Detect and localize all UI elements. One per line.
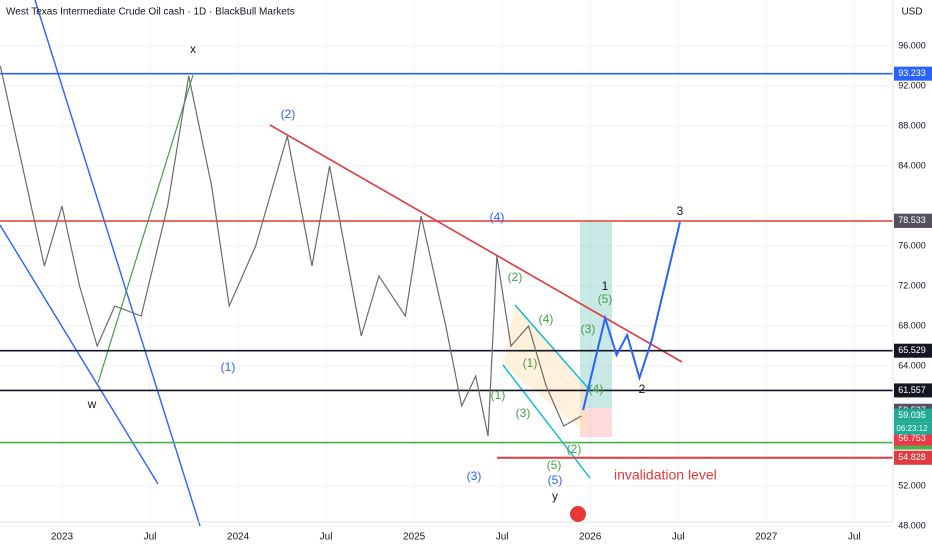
x-tick-label: Jul	[672, 532, 685, 543]
event-icon[interactable]	[570, 506, 586, 522]
x-tick-label: 2023	[51, 532, 74, 543]
wave-label: 3	[677, 204, 684, 218]
x-tick-label: 2024	[227, 532, 250, 543]
wave-label: (4)	[490, 210, 505, 224]
x-tick-label: 2026	[579, 532, 602, 543]
wave-label: x	[190, 42, 196, 56]
x-tick-label: 2027	[755, 532, 778, 543]
wave-label: (3)	[467, 469, 482, 483]
wave-label: w	[87, 397, 97, 411]
series-line	[0, 65, 582, 437]
price-tag	[894, 383, 932, 398]
chart-title: West Texas Intermediate Crude Oil cash ·…	[6, 7, 295, 18]
target-box	[580, 222, 612, 408]
wave-label: (4)	[539, 312, 554, 326]
wave-label: 2	[639, 382, 646, 396]
wave-label: (1)	[491, 388, 506, 402]
channel-line	[514, 304, 589, 389]
wave-label: (1)	[221, 360, 236, 374]
annotation: invalidation level	[614, 466, 717, 482]
wave-label: (4)	[589, 382, 604, 396]
wave-label: (1)	[523, 356, 538, 370]
price-tag	[894, 343, 932, 358]
plot	[0, 65, 893, 459]
x-tick-label: Jul	[496, 532, 509, 543]
trendline	[269, 124, 683, 363]
price-tag	[894, 431, 932, 446]
y-tick-label: 52.000	[898, 480, 926, 490]
y-tick-label: 68.000	[898, 320, 926, 330]
wave-label: y	[552, 489, 558, 503]
series-line	[582, 221, 681, 411]
trendline	[34, 0, 201, 527]
x-tick-label: Jul	[144, 532, 157, 543]
price-tag	[894, 408, 932, 423]
wave-label: 1	[602, 279, 609, 293]
channel-line	[502, 364, 591, 479]
price-tag-label: 78.533	[898, 215, 926, 225]
price-tag	[894, 66, 932, 81]
price-tag-label: 59.035	[898, 410, 926, 420]
wave-label: (2)	[508, 270, 523, 284]
price-tag	[894, 450, 932, 465]
countdown-box	[894, 422, 932, 435]
wave-label: (3)	[516, 406, 531, 420]
y-tick-label: 92.000	[898, 80, 926, 90]
currency: USD	[901, 7, 922, 18]
y-tick-label: 64.000	[898, 360, 926, 370]
trendline	[97, 74, 194, 384]
wave-label: (5)	[547, 458, 562, 472]
wave-label: (5)	[598, 292, 613, 306]
wave-label: (3)	[581, 322, 596, 336]
y-tick-label: 84.000	[898, 160, 926, 170]
trendline	[0, 224, 159, 485]
x-tick-label: 2025	[403, 532, 426, 543]
channel-fill	[503, 305, 590, 437]
x-tick-label: Jul	[848, 532, 861, 543]
x-tick-label: Jul	[320, 532, 333, 543]
y-tick-label: 72.000	[898, 280, 926, 290]
wave-label: (2)	[281, 107, 296, 121]
y-tick-label: 96.000	[898, 40, 926, 50]
price-tag	[894, 213, 932, 228]
y-tick-label: 88.000	[898, 120, 926, 130]
wave-label: (5)	[548, 473, 563, 487]
wave-label: (2)	[567, 442, 582, 456]
price-tag-label: 54.828	[898, 452, 926, 462]
price-tag-label: 93.233	[898, 68, 926, 78]
stop-box	[580, 408, 612, 437]
countdown: 06:23:12	[896, 424, 928, 433]
price-tag-label: 61.557	[898, 385, 926, 395]
y-tick-label: 48.000	[898, 520, 926, 530]
price-tag-label: 56.753	[898, 433, 926, 443]
price-tag-label: 65.529	[898, 345, 926, 355]
y-tick-label: 76.000	[898, 240, 926, 250]
